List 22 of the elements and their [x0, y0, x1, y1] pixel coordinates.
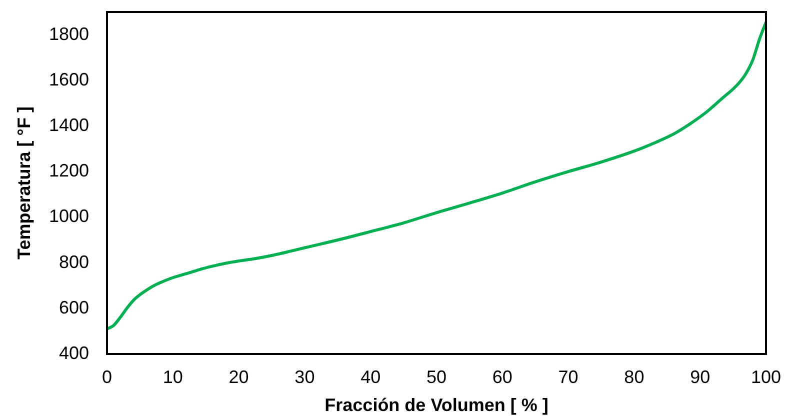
x-tick-label: 80 — [624, 366, 644, 387]
y-tick-label: 1800 — [48, 24, 89, 44]
x-tick-label: 20 — [228, 366, 249, 387]
x-tick-label: 100 — [750, 366, 782, 387]
x-tick-label: 30 — [294, 366, 315, 387]
y-tick-label: 1000 — [48, 206, 89, 226]
x-axis-title: Fracción de Volumen [ % ] — [324, 395, 548, 416]
x-tick-label: 40 — [360, 366, 381, 387]
y-tick-label: 800 — [58, 252, 89, 272]
y-tick-label: 1600 — [48, 69, 89, 90]
x-tick-label: 0 — [102, 366, 112, 387]
y-axis-title: Temperatura [ °F ] — [14, 106, 34, 260]
x-tick-label: 60 — [492, 366, 512, 387]
x-tick-label: 10 — [162, 366, 183, 387]
y-tick-label: 400 — [58, 342, 89, 363]
x-tick-label: 90 — [690, 366, 710, 387]
y-tick-label: 1200 — [48, 160, 89, 181]
y-tick-label: 600 — [58, 297, 89, 318]
line-series — [107, 20, 766, 330]
x-tick-label: 70 — [558, 366, 578, 387]
y-tick-label: 1400 — [48, 114, 89, 135]
x-tick-label: 50 — [426, 366, 447, 387]
